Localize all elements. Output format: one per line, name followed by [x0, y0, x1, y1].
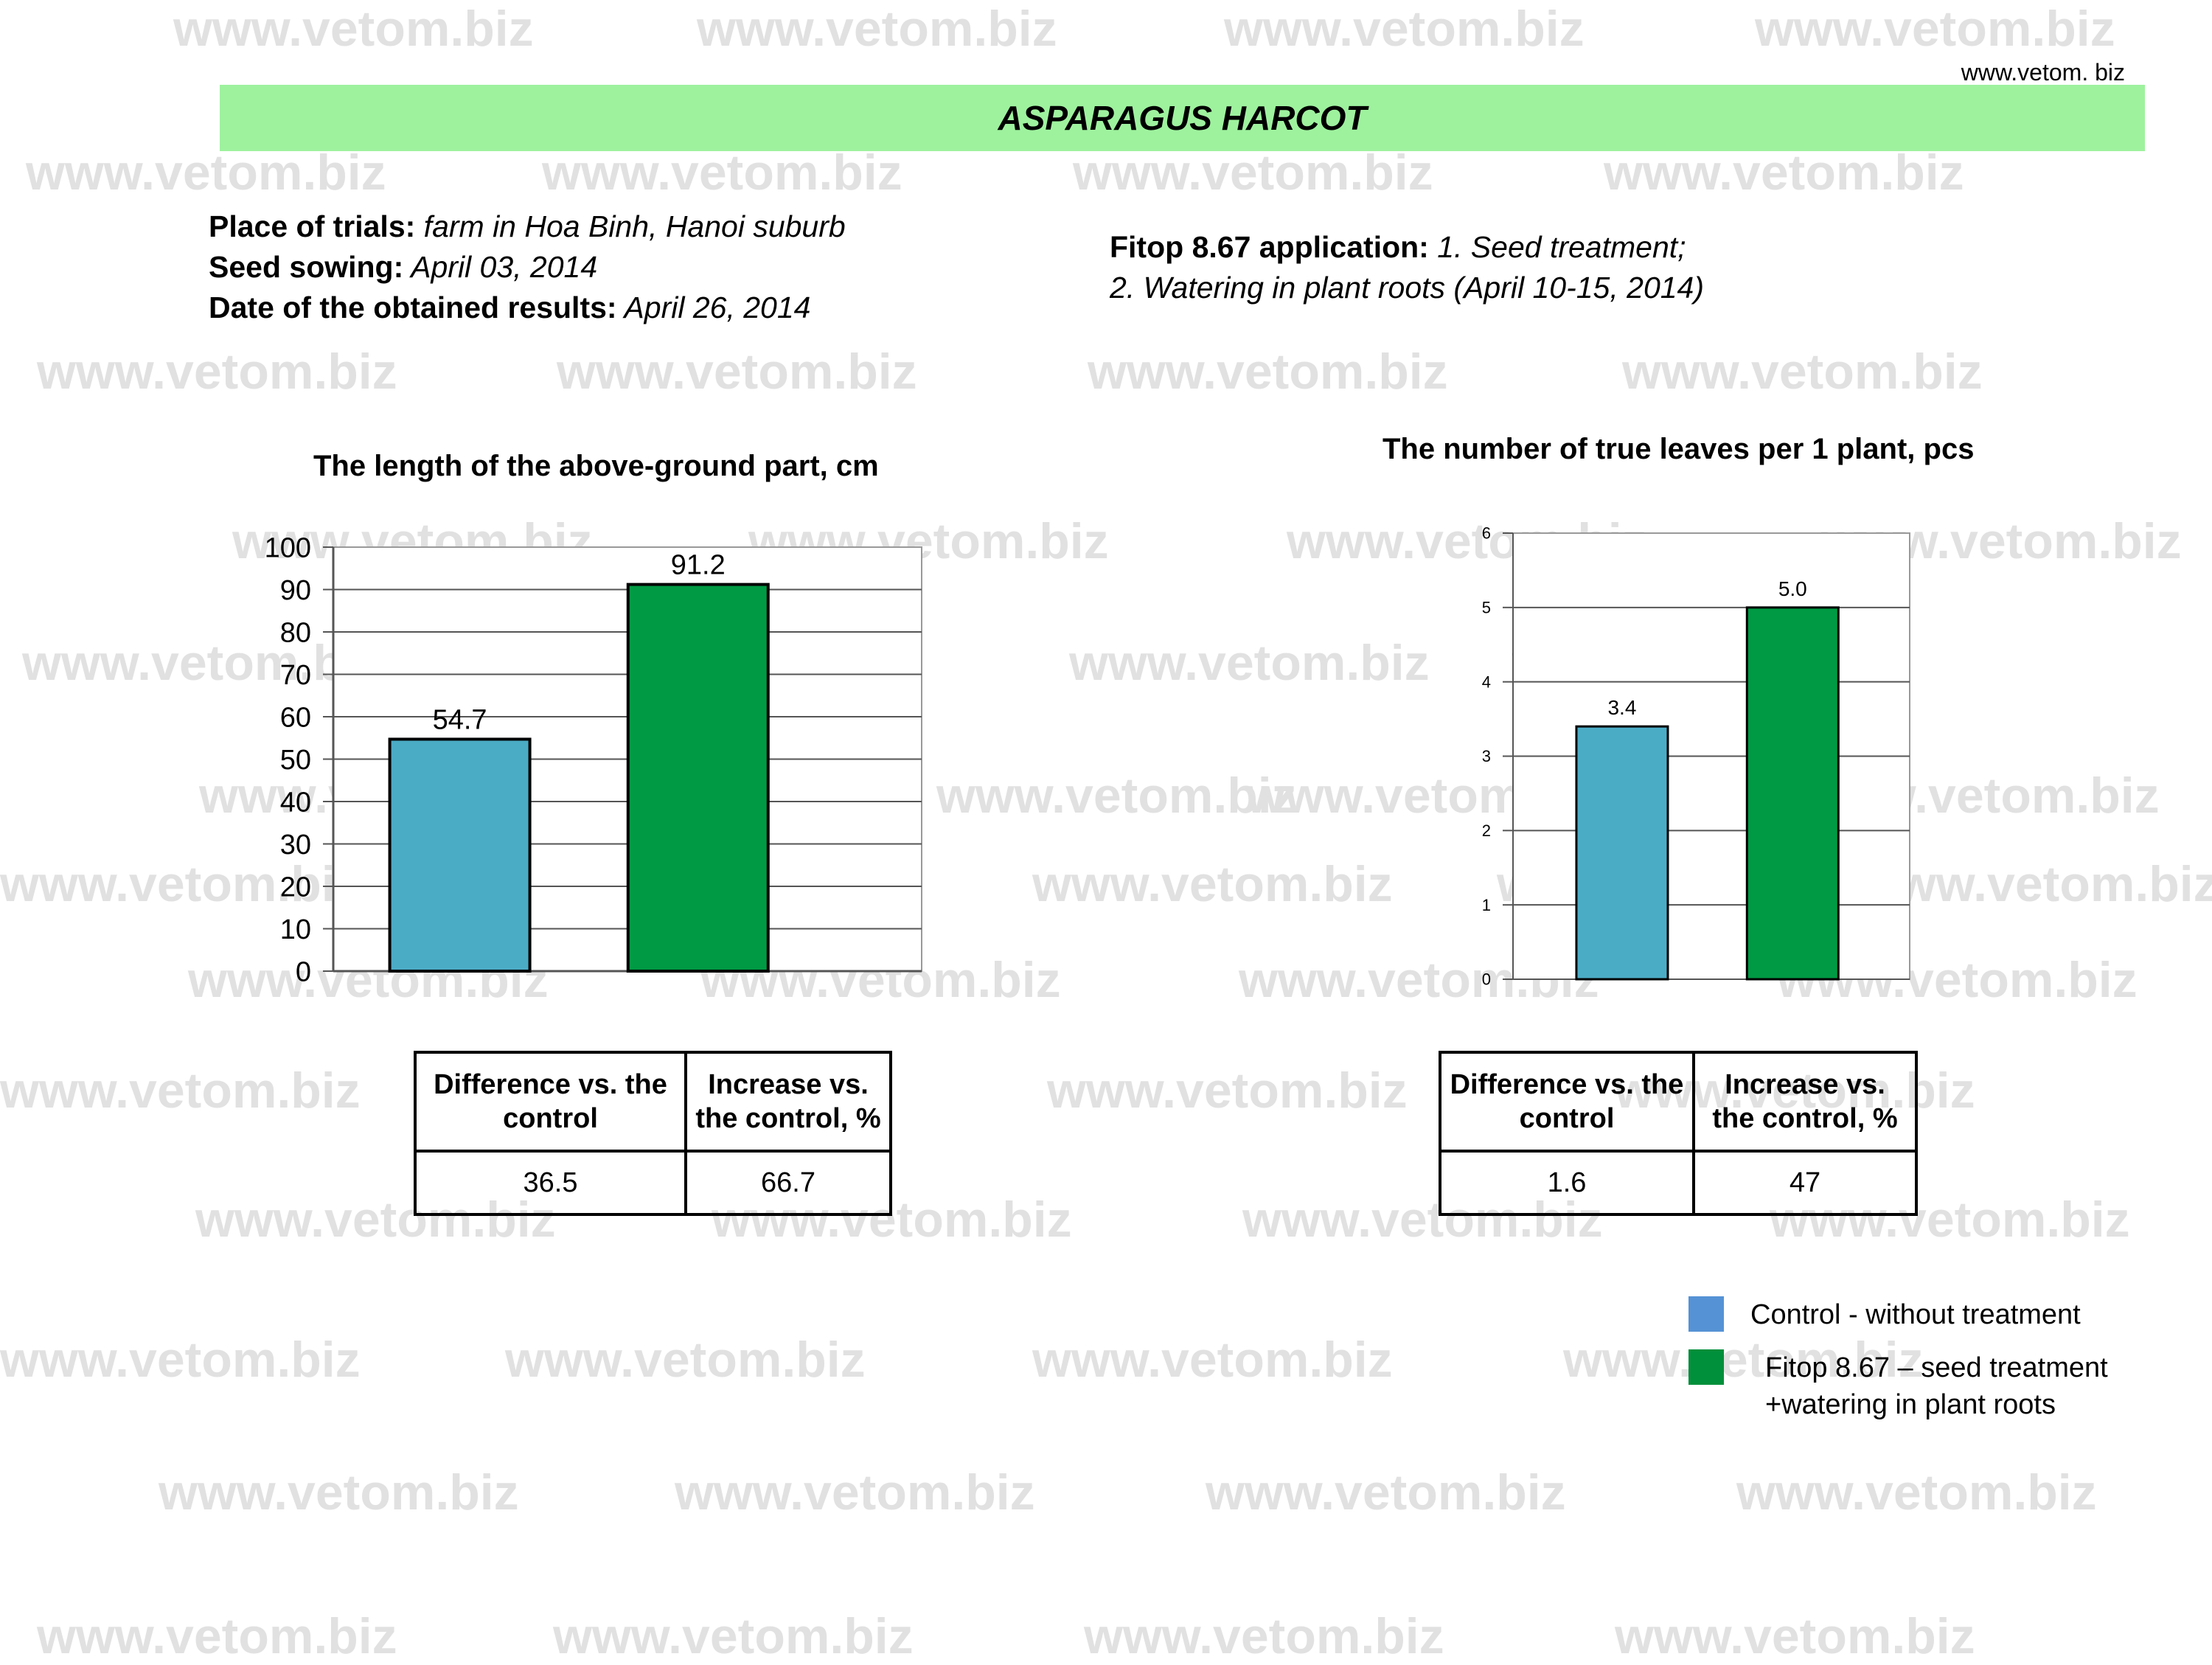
increase-value: 47: [1692, 1150, 1918, 1216]
application-info: Fitop 8.67 application: 1. Seed treatmen…: [1110, 227, 1704, 308]
legend-swatch-control: [1688, 1296, 1724, 1332]
difference-value: 1.6: [1439, 1150, 1695, 1216]
y-tick-label: 70: [280, 660, 311, 691]
watermark-text: www.vetom.biz: [1073, 145, 1433, 201]
bar: [1575, 725, 1669, 981]
watermark-text: www.vetom.biz: [1032, 856, 1393, 912]
chart-2-title: The number of true leaves per 1 plant, p…: [1382, 433, 1975, 465]
application-label: Fitop 8.67 application:: [1110, 230, 1429, 264]
watermark-text: www.vetom.biz: [37, 344, 397, 400]
y-tick-label: 0: [296, 956, 311, 987]
watermark-text: www.vetom.biz: [37, 1608, 397, 1664]
difference-value: 36.5: [414, 1150, 687, 1216]
y-tick-label: 80: [280, 617, 311, 648]
legend-swatch-fitop: [1688, 1349, 1724, 1385]
application-step-1: 1. Seed treatment;: [1428, 230, 1686, 264]
chart-1-length: 0 10 20 30 40 50 60 70 80 90 100 54.7 91.2: [265, 532, 922, 987]
y-tick-label: 4: [1482, 672, 1491, 691]
watermark-text: www.vetom.biz: [557, 344, 917, 400]
watermark-text: www.vetom.biz: [675, 1464, 1035, 1520]
page-title: ASPARAGUS HARCOT: [220, 85, 2145, 151]
legend-label-control: Control - without treatment: [1750, 1299, 2081, 1330]
watermark-text: www.vetom.biz: [0, 1332, 361, 1388]
y-tick-label: 5: [1482, 599, 1491, 617]
y-tick-label: 90: [280, 575, 311, 606]
watermark-text: www.vetom.biz: [26, 145, 386, 201]
watermark-text: www.vetom.biz: [1206, 1464, 1566, 1520]
site-url: www.vetom. biz: [1961, 59, 2125, 86]
data-label: 5.0: [1778, 577, 1807, 600]
header-difference: Difference vs. the control: [1439, 1051, 1695, 1153]
watermark-text: www.vetom.biz: [0, 1063, 361, 1119]
info-results-date: Date of the obtained results: April 26, …: [209, 291, 811, 324]
result-table-length: Difference vs. the control Increase vs. …: [414, 1051, 892, 1216]
watermark-text: www.vetom.biz: [542, 145, 902, 201]
watermark-text: www.vetom.biz: [697, 1, 1057, 57]
watermark-text: www.vetom.biz: [159, 1464, 519, 1520]
watermark-text: www.vetom.biz: [1084, 1608, 1444, 1664]
legend: Control - without treatment Fitop 8.67 –…: [1688, 1296, 2108, 1423]
bar: [626, 583, 770, 973]
chart-2-leaves: 0 1 2 3 4 5 6 3.4 5.0: [1482, 524, 1910, 989]
table-row: 1.6 47: [1439, 1150, 1918, 1216]
y-tick-label: 2: [1482, 821, 1491, 840]
watermark-text: www.vetom.biz: [1047, 1063, 1408, 1119]
y-tick-label: 60: [280, 702, 311, 733]
table-header-row: Difference vs. the control Increase vs. …: [414, 1051, 892, 1153]
info-sowing: Seed sowing: April 03, 2014: [209, 250, 598, 284]
table-header-row: Difference vs. the control Increase vs. …: [1439, 1051, 1918, 1153]
y-tick-label: 3: [1482, 747, 1491, 765]
watermark-text: www.vetom.biz: [1563, 1332, 1924, 1388]
watermark-text: www.vetom.biz: [553, 1608, 914, 1664]
watermark-text: www.vetom.biz: [1604, 145, 1964, 201]
watermark-text: www.vetom.biz: [1622, 344, 1983, 400]
y-tick-label: 20: [280, 872, 311, 903]
legend-item-control: Control - without treatment: [1688, 1296, 2108, 1333]
application-step-2: 2. Watering in plant roots (April 10-15,…: [1110, 271, 1705, 305]
legend-label-fitop: Fitop 8.67 – seed treatment: [1765, 1352, 2108, 1383]
legend-label-fitop-2: +watering in plant roots: [1765, 1389, 2056, 1420]
watermark-text: www.vetom.biz: [1088, 344, 1448, 400]
watermark-text: www.vetom.biz: [1858, 856, 2212, 912]
header-increase: Increase vs. the control, %: [684, 1051, 892, 1153]
watermark-text: www.vetom.biz: [1032, 1332, 1393, 1388]
y-tick-label: 0: [1482, 970, 1491, 989]
watermark-text: www.vetom.biz: [1615, 1608, 1975, 1664]
trial-info: Place of trials: farm in Hoa Binh, Hanoi…: [209, 206, 846, 328]
y-tick-label: 100: [265, 532, 311, 563]
watermark-text: www.vetom.biz: [1736, 1464, 2097, 1520]
data-label: 91.2: [671, 550, 726, 581]
watermark-text: www.vetom.biz: [0, 856, 361, 912]
watermark-text: www.vetom.biz: [505, 1332, 866, 1388]
y-tick-label: 1: [1482, 896, 1491, 914]
result-table-leaves: Difference vs. the control Increase vs. …: [1439, 1051, 1918, 1216]
table-row: 36.5 66.7: [414, 1150, 892, 1216]
data-label: 54.7: [433, 704, 487, 735]
y-tick-label: 6: [1482, 524, 1491, 543]
header-difference: Difference vs. the control: [414, 1051, 687, 1153]
watermark-text: www.vetom.biz: [1224, 1, 1585, 57]
y-tick-label: 10: [280, 914, 311, 945]
bar: [1745, 606, 1840, 981]
watermark-text: www.vetom.biz: [22, 635, 383, 691]
legend-item-fitop: Fitop 8.67 – seed treatment +watering in…: [1688, 1349, 2108, 1423]
watermark-text: www.vetom.biz: [173, 1, 534, 57]
watermark-text: www.vetom.biz: [1755, 1, 2115, 57]
watermark-text: www.vetom.biz: [1069, 635, 1430, 691]
bar: [388, 737, 532, 973]
increase-value: 66.7: [684, 1150, 892, 1216]
y-tick-label: 30: [280, 830, 311, 861]
chart-1-title: The length of the above-ground part, cm: [313, 450, 879, 482]
data-label: 3.4: [1607, 696, 1636, 719]
y-tick-label: 50: [280, 745, 311, 776]
info-place: Place of trials: farm in Hoa Binh, Hanoi…: [209, 209, 846, 243]
header-increase: Increase vs. the control, %: [1692, 1051, 1918, 1153]
y-tick-label: 40: [280, 787, 311, 818]
watermark-text: www.vetom.biz: [936, 768, 1297, 824]
